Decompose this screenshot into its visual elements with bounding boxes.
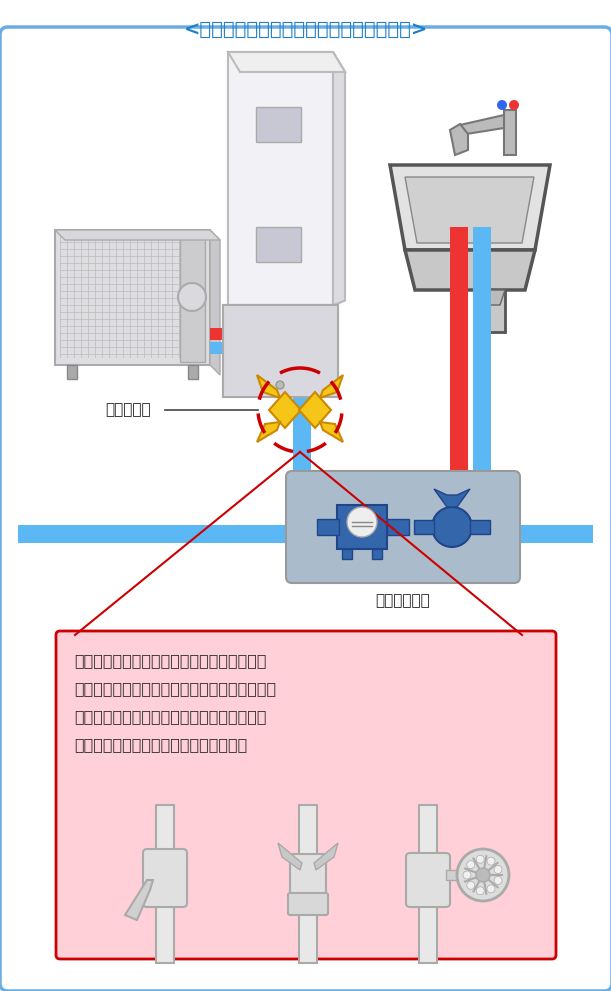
Polygon shape <box>257 422 280 442</box>
FancyBboxPatch shape <box>56 631 556 959</box>
Bar <box>414 520 434 534</box>
Polygon shape <box>405 250 535 290</box>
Bar <box>446 870 464 880</box>
Bar <box>188 365 198 379</box>
Circle shape <box>487 885 495 893</box>
Bar <box>504 110 516 155</box>
Polygon shape <box>314 843 338 870</box>
Bar <box>299 903 317 963</box>
Circle shape <box>467 861 475 869</box>
Bar <box>372 549 382 559</box>
Bar <box>387 519 409 535</box>
Bar <box>470 520 490 534</box>
Circle shape <box>476 868 490 882</box>
Bar <box>256 107 301 142</box>
Bar <box>317 519 339 535</box>
Polygon shape <box>450 124 468 155</box>
Text: 給水止水栓: 給水止水栓 <box>105 402 151 417</box>
Polygon shape <box>460 115 504 135</box>
Polygon shape <box>228 52 345 72</box>
Bar <box>337 505 387 549</box>
Circle shape <box>494 876 502 885</box>
Circle shape <box>494 865 502 873</box>
Circle shape <box>347 507 377 537</box>
Text: 給水止水栓は給水配管の途中に設置されてい: 給水止水栓は給水配管の途中に設置されてい <box>74 653 266 668</box>
Text: お買い上げの販売店にご確認＜ださい。: お買い上げの販売店にご確認＜ださい。 <box>74 737 247 752</box>
Polygon shape <box>333 52 345 305</box>
Polygon shape <box>405 177 534 243</box>
Text: 水道メーター: 水道メーター <box>376 593 430 608</box>
FancyBboxPatch shape <box>290 854 326 906</box>
Circle shape <box>476 887 485 895</box>
Bar <box>475 290 505 332</box>
Circle shape <box>497 100 507 110</box>
Polygon shape <box>299 392 331 428</box>
Bar <box>228 52 333 305</box>
Bar <box>156 903 174 963</box>
Polygon shape <box>125 880 153 920</box>
Polygon shape <box>228 52 345 305</box>
FancyBboxPatch shape <box>406 853 450 907</box>
Polygon shape <box>257 375 280 398</box>
Circle shape <box>463 871 471 879</box>
Bar <box>293 393 311 534</box>
Bar <box>450 227 468 499</box>
Bar <box>210 342 229 354</box>
Bar <box>223 305 338 397</box>
Bar <box>156 805 174 865</box>
Bar <box>299 805 317 865</box>
Polygon shape <box>320 422 343 442</box>
Polygon shape <box>210 230 220 375</box>
Bar <box>473 227 491 534</box>
Bar <box>419 805 437 865</box>
Circle shape <box>178 283 206 311</box>
Bar <box>223 305 338 397</box>
Bar <box>293 483 475 501</box>
Bar <box>256 227 301 262</box>
Circle shape <box>476 855 485 863</box>
Polygon shape <box>278 843 302 870</box>
Polygon shape <box>55 230 220 240</box>
Bar <box>55 230 210 365</box>
Text: <給水止水栓の形状と取付位置のイメージ>: <給水止水栓の形状と取付位置のイメージ> <box>184 20 428 39</box>
Circle shape <box>457 849 509 901</box>
Text: 取付位置や形状はご家庭ごとに異なります。: 取付位置や形状はご家庭ごとに異なります。 <box>74 709 266 724</box>
FancyBboxPatch shape <box>143 849 187 907</box>
Polygon shape <box>475 290 505 305</box>
Polygon shape <box>320 375 343 398</box>
FancyBboxPatch shape <box>0 27 611 991</box>
Bar <box>293 393 311 499</box>
Bar <box>67 365 77 379</box>
Polygon shape <box>269 392 301 428</box>
Bar <box>419 903 437 963</box>
FancyBboxPatch shape <box>286 471 520 583</box>
Bar <box>210 328 229 340</box>
Circle shape <box>276 381 284 389</box>
Bar <box>342 549 352 559</box>
Bar <box>18 525 593 543</box>
Polygon shape <box>434 489 470 507</box>
Circle shape <box>487 857 495 865</box>
Circle shape <box>276 381 284 389</box>
Circle shape <box>467 881 475 889</box>
Text: ます。豐湯ユニットに付属されていないため、: ます。豐湯ユニットに付属されていないため、 <box>74 681 276 696</box>
Circle shape <box>432 507 472 547</box>
Bar <box>180 233 205 362</box>
FancyBboxPatch shape <box>288 893 328 915</box>
Polygon shape <box>390 165 550 250</box>
Circle shape <box>509 100 519 110</box>
